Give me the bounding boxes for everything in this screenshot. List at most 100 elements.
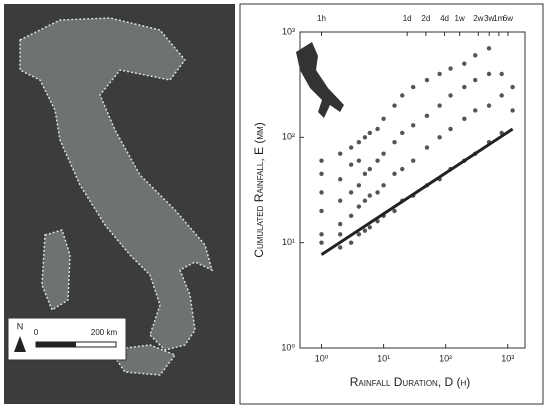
data-point (510, 84, 515, 90)
scale-box (7, 317, 127, 361)
x2-tick-label: 1w (455, 14, 465, 23)
data-point (381, 151, 386, 156)
data-point (319, 208, 324, 214)
threshold-line (320, 127, 514, 256)
data-point (348, 145, 354, 150)
data-point (486, 71, 492, 77)
data-point (356, 158, 362, 163)
data-point (338, 245, 343, 250)
scale-label: 0 (34, 328, 39, 337)
data-point (462, 84, 467, 90)
data-point (338, 151, 343, 156)
data-point (462, 116, 467, 121)
data-point (473, 53, 478, 58)
data-point (319, 190, 324, 195)
data-point (348, 240, 354, 245)
map-panel: N 0 200 km (4, 4, 235, 404)
data-point (362, 228, 368, 233)
data-point (356, 232, 362, 237)
y-axis-label: Cumulated Rainfall, E (mm) (252, 122, 266, 257)
data-point (448, 126, 453, 132)
data-point (499, 71, 504, 77)
x-axis-label: Rainfall Duration, D (h) (350, 375, 471, 389)
data-point (437, 135, 442, 140)
x2-tick-label: 1d (403, 14, 412, 23)
x2-tick-label: 1h (317, 14, 326, 23)
data-point (448, 93, 453, 98)
data-point (356, 204, 362, 209)
y-tick-label: 10¹ (282, 237, 295, 247)
data-point (356, 139, 362, 145)
data-point (437, 71, 442, 77)
scale-label: 200 km (91, 328, 118, 337)
x2-tick-label: 3w (484, 14, 494, 23)
data-point (338, 198, 343, 203)
data-point (356, 183, 362, 188)
y-tick-label: 10² (282, 132, 295, 142)
x2-tick-label: 4d (440, 14, 449, 23)
data-point (348, 213, 354, 218)
data-point (319, 171, 324, 177)
data-point (499, 93, 504, 98)
data-point (367, 225, 373, 230)
data-point (424, 145, 430, 150)
data-point (392, 139, 397, 145)
data-point (486, 46, 492, 51)
data-point (338, 177, 343, 182)
sardinia (41, 229, 71, 312)
data-point (367, 193, 373, 198)
data-point (381, 183, 386, 188)
x-tick-label: 10³ (501, 353, 514, 363)
data-point (319, 232, 324, 237)
italy-inset (296, 42, 344, 118)
data-point (362, 171, 368, 177)
x2-tick-label: 1m (493, 14, 504, 23)
x-tick-label: 10¹ (377, 353, 390, 363)
data-point (400, 130, 405, 136)
data-point (486, 103, 492, 108)
data-point (410, 84, 416, 90)
data-point (348, 162, 354, 167)
x2-tick-label: 2d (421, 14, 430, 23)
data-point (462, 61, 467, 66)
data-point (510, 108, 515, 113)
data-point (367, 130, 373, 136)
data-point (424, 113, 430, 119)
italy-outline (19, 17, 214, 351)
data-point (410, 158, 416, 163)
data-point (319, 158, 324, 163)
data-point (448, 66, 453, 71)
data-point (392, 103, 397, 108)
x2-tick-label: 2w (473, 14, 483, 23)
chart-border (239, 3, 544, 405)
data-point (424, 77, 430, 83)
data-point (381, 116, 386, 121)
scale-bar-fill (36, 342, 76, 347)
x2-tick-label: 6w (503, 14, 513, 23)
data-point (375, 126, 380, 132)
data-point (400, 166, 405, 172)
north-label: N (17, 321, 24, 331)
data-point (400, 93, 405, 98)
data-point (338, 232, 343, 237)
data-point (437, 103, 442, 108)
data-point (392, 208, 397, 214)
data-point (362, 135, 368, 140)
plot-area (299, 31, 526, 349)
data-point (367, 166, 373, 172)
data-point (375, 158, 380, 163)
x-tick-label: 10² (439, 353, 452, 363)
data-point (348, 190, 354, 195)
data-point (338, 221, 343, 227)
data-point (375, 190, 380, 195)
data-point (410, 123, 416, 128)
y-tick-label: 10³ (282, 26, 295, 36)
y-tick-label: 10⁰ (281, 342, 295, 352)
data-point (392, 171, 397, 177)
data-point (473, 108, 478, 113)
data-point (362, 198, 368, 203)
data-point (319, 240, 324, 245)
x-tick-label: 10⁰ (315, 353, 329, 363)
north-arrow (14, 336, 26, 352)
